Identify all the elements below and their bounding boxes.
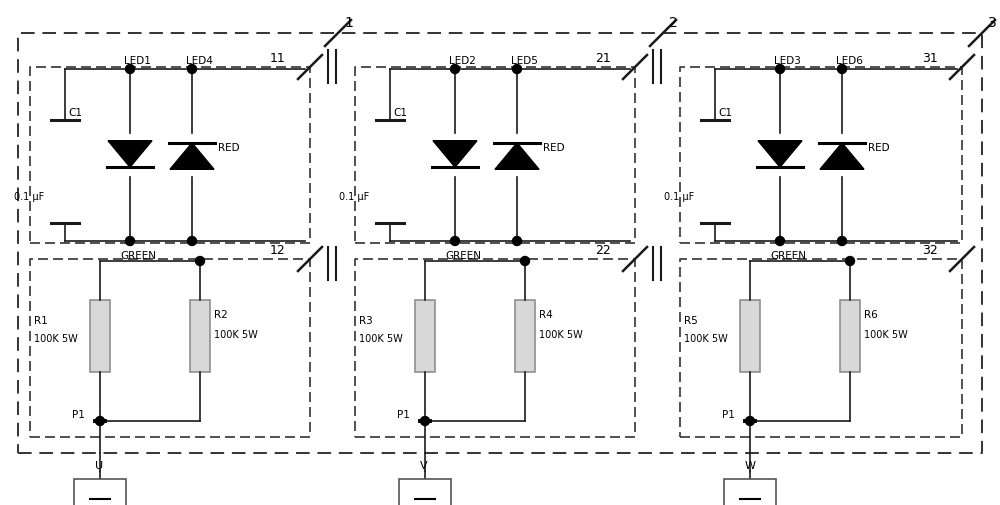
Text: 1: 1 — [344, 16, 353, 30]
Bar — [724, 479, 776, 505]
Text: V: V — [420, 461, 428, 471]
Text: GREEN: GREEN — [120, 251, 156, 261]
Polygon shape — [758, 141, 802, 167]
Circle shape — [776, 236, 784, 245]
Text: R6: R6 — [864, 310, 878, 320]
Polygon shape — [108, 141, 152, 167]
Text: U: U — [95, 461, 103, 471]
Circle shape — [776, 65, 784, 74]
Text: LED2: LED2 — [449, 56, 476, 66]
Bar — [415, 300, 435, 372]
Text: P1: P1 — [722, 410, 735, 420]
Circle shape — [126, 65, 134, 74]
Polygon shape — [820, 143, 864, 169]
Text: RED: RED — [868, 143, 890, 153]
Polygon shape — [170, 143, 214, 169]
Text: R4: R4 — [539, 310, 553, 320]
Text: P1: P1 — [397, 410, 410, 420]
Text: C1: C1 — [718, 108, 732, 118]
Text: R2: R2 — [214, 310, 228, 320]
Text: R5: R5 — [684, 316, 698, 326]
Text: 100K 5W: 100K 5W — [359, 334, 403, 344]
Text: R3: R3 — [359, 316, 373, 326]
Text: P1: P1 — [72, 410, 85, 420]
Text: 22: 22 — [595, 244, 611, 257]
Text: C1: C1 — [393, 108, 407, 118]
Text: GREEN: GREEN — [770, 251, 806, 261]
Text: 0.1 μF: 0.1 μF — [339, 191, 369, 201]
Text: 100K 5W: 100K 5W — [684, 334, 728, 344]
Text: LED5: LED5 — [511, 56, 538, 66]
Text: 100K 5W: 100K 5W — [539, 330, 583, 340]
Text: GREEN: GREEN — [445, 251, 481, 261]
Text: RED: RED — [218, 143, 240, 153]
Circle shape — [188, 65, 196, 74]
Text: LED6: LED6 — [836, 56, 863, 66]
Bar — [74, 479, 126, 505]
Polygon shape — [433, 141, 477, 167]
Circle shape — [96, 417, 104, 426]
Text: W: W — [745, 461, 756, 471]
Polygon shape — [495, 143, 539, 169]
Text: 0.1 μF: 0.1 μF — [14, 191, 44, 201]
Bar — [90, 300, 110, 372]
Circle shape — [838, 65, 846, 74]
Text: 12: 12 — [270, 244, 286, 257]
Text: LED1: LED1 — [124, 56, 151, 66]
Circle shape — [126, 236, 134, 245]
Text: R1: R1 — [34, 316, 48, 326]
Text: 0.1 μF: 0.1 μF — [664, 191, 694, 201]
Text: 21: 21 — [595, 52, 611, 65]
Bar — [515, 300, 535, 372]
Text: 32: 32 — [922, 244, 938, 257]
Text: C1: C1 — [68, 108, 82, 118]
Text: 31: 31 — [922, 52, 938, 65]
Circle shape — [196, 257, 205, 266]
Circle shape — [512, 65, 522, 74]
Bar — [840, 300, 860, 372]
Circle shape — [450, 236, 460, 245]
Circle shape — [520, 257, 530, 266]
Text: LED4: LED4 — [186, 56, 213, 66]
Circle shape — [512, 236, 522, 245]
Text: RED: RED — [543, 143, 565, 153]
Text: 100K 5W: 100K 5W — [34, 334, 78, 344]
Circle shape — [846, 257, 854, 266]
Circle shape — [420, 417, 430, 426]
Text: 2: 2 — [669, 16, 678, 30]
Bar — [190, 300, 210, 372]
Text: LED3: LED3 — [774, 56, 801, 66]
Text: 3: 3 — [988, 16, 997, 30]
Text: 100K 5W: 100K 5W — [864, 330, 908, 340]
Text: 100K 5W: 100K 5W — [214, 330, 258, 340]
Circle shape — [838, 236, 846, 245]
Circle shape — [450, 65, 460, 74]
Bar — [740, 300, 760, 372]
Circle shape — [746, 417, 755, 426]
Text: 11: 11 — [270, 52, 286, 65]
Bar — [399, 479, 451, 505]
Circle shape — [188, 236, 196, 245]
